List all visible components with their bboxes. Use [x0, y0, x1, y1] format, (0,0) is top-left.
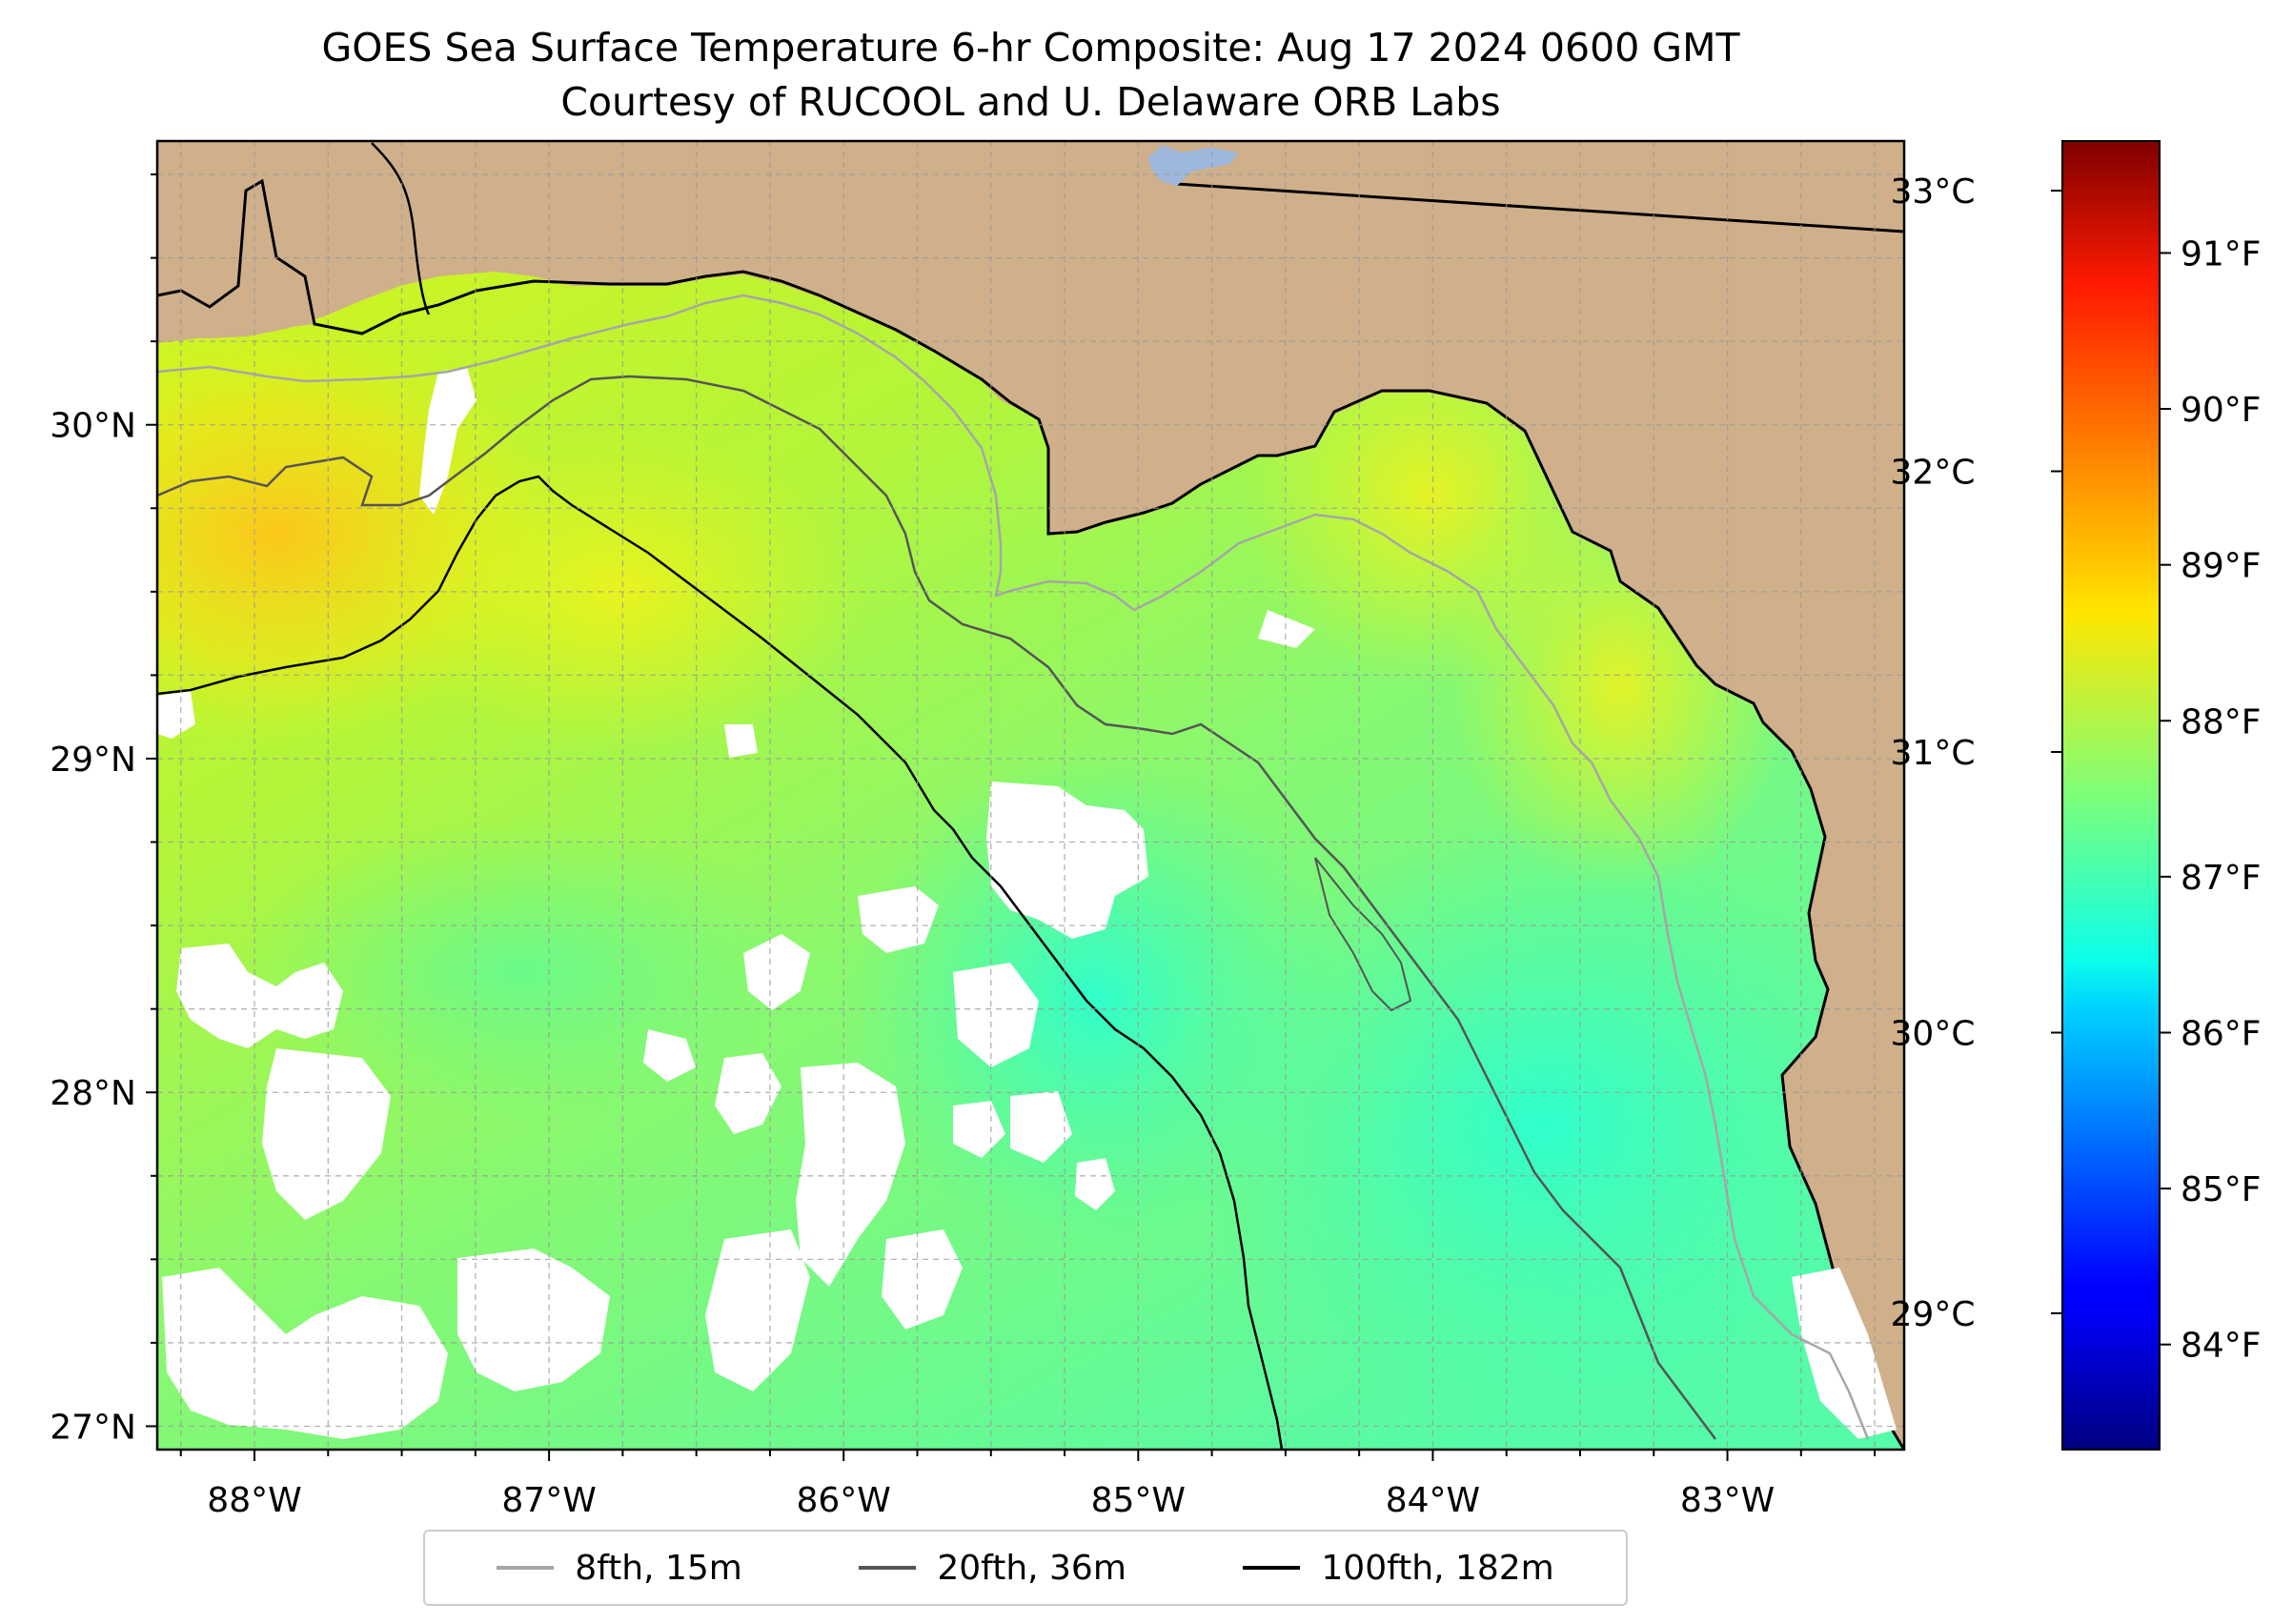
gridlines — [157, 141, 1904, 1450]
fahrenheit-tick-label: 84°F — [2181, 1327, 2262, 1366]
legend-item-8fth: 8fth, 15m — [497, 1549, 742, 1588]
state-border — [1176, 182, 1904, 233]
celsius-tick-label: 31°C — [1891, 734, 1976, 773]
land-north-coast — [157, 141, 1904, 1450]
chart-title: GOES Sea Surface Temperature 6-hr Compos… — [321, 25, 1740, 71]
celsius-tick-label: 30°C — [1891, 1015, 1976, 1054]
legend-item-100fth: 100fth, 182m — [1243, 1549, 1554, 1588]
y-tick-label: 29°N — [50, 741, 136, 780]
celsius-tick-label: 32°C — [1891, 454, 1976, 493]
coastline — [157, 178, 1904, 1450]
x-tick-label: 84°W — [1386, 1481, 1480, 1520]
legend-swatch — [1243, 1566, 1301, 1570]
fahrenheit-tick-label: 85°F — [2181, 1170, 2262, 1209]
fahrenheit-tick-label: 90°F — [2181, 391, 2262, 430]
colorbar — [2061, 140, 2161, 1451]
fahrenheit-tick-label: 89°F — [2181, 547, 2262, 586]
fahrenheit-tick-label: 86°F — [2181, 1015, 2262, 1054]
colorbar-ticks: 33°C 32°C 31°C 30°C 29°C 91°F 90°F 89°F 88°F 87°F… — [1891, 173, 2262, 1366]
legend-swatch — [859, 1566, 917, 1570]
contour-8fth — [157, 294, 1870, 1440]
legend-item-20fth: 20fth, 36m — [859, 1549, 1126, 1588]
y-tick-label: 27°N — [50, 1408, 136, 1447]
land-masses — [157, 141, 1904, 1450]
contour-100fth — [157, 475, 1284, 1450]
map-area[interactable] — [0, 141, 1906, 1450]
celsius-tick-label: 29°C — [1891, 1295, 1976, 1334]
legend: 8fth, 15m 20fth, 36m 100fth, 182m — [423, 1530, 1628, 1606]
x-tick-label: 86°W — [797, 1481, 891, 1520]
map-frame — [155, 139, 1906, 1451]
y-tick-label: 30°N — [50, 407, 136, 446]
x-tick-label: 85°W — [1091, 1481, 1186, 1520]
contour-20fth — [157, 375, 1716, 1440]
lake — [1148, 145, 1239, 186]
chart-subtitle: Courtesy of RUCOOL and U. Delaware ORB L… — [560, 79, 1501, 125]
fahrenheit-tick-label: 87°F — [2181, 859, 2262, 898]
x-tick-label: 87°W — [501, 1481, 596, 1520]
celsius-tick-label: 33°C — [1891, 173, 1976, 212]
x-tick-label: 83°W — [1680, 1481, 1775, 1520]
no-data-areas — [157, 367, 1897, 1439]
fahrenheit-tick-label: 91°F — [2181, 234, 2262, 274]
axis-ticks: 88°W 87°W 86°W 85°W 84°W 83°W 30°N 29°N 28°N 27°N — [50, 173, 1877, 1520]
legend-swatch — [497, 1566, 555, 1570]
fahrenheit-tick-label: 88°F — [2181, 702, 2262, 741]
y-tick-label: 28°N — [50, 1074, 136, 1113]
x-tick-label: 88°W — [207, 1481, 301, 1520]
